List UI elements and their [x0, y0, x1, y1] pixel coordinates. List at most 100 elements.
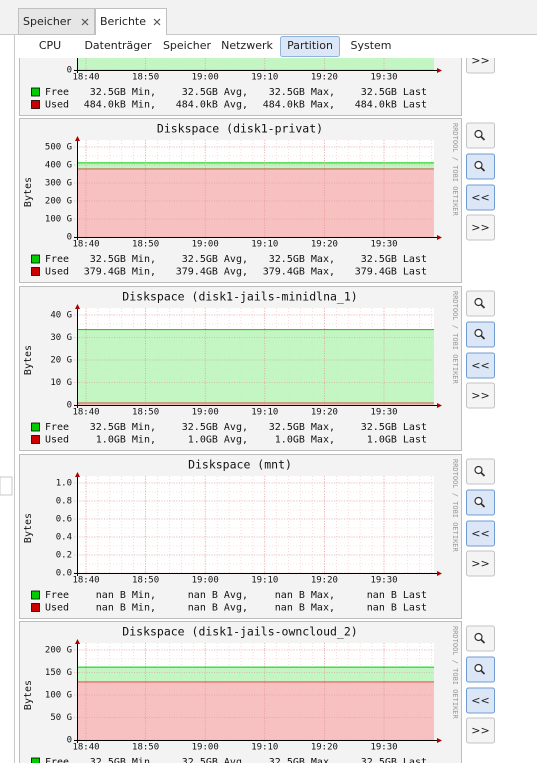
legend-entry: Free nan B Min, nan B Avg, nan B Max, nan B … [31, 590, 427, 601]
x-axis-arrow [437, 738, 442, 743]
subtab[interactable]: Netzwerk [221, 39, 273, 52]
x-tick-label: 19:20 [311, 73, 338, 83]
y-tick-label: 300 G [45, 179, 72, 189]
chart-panel: Diskspace (mnt) 0.0 0.2 0.4 0.6 0.8 1.0 18:40 18… [19, 454, 462, 619]
forward-button[interactable] [466, 717, 495, 744]
area-0 [77, 667, 434, 682]
legend-entry: Used 484.0kB Min, 484.0kB Avg, 484.0kB Max,… [31, 100, 427, 111]
tab[interactable]: Berichte [95, 8, 167, 36]
y-tick-label: 0.6 [56, 515, 72, 525]
nav-button-label: >> [471, 389, 489, 402]
legend-stat: 484.0kB Avg, [176, 100, 248, 111]
legend-swatch [31, 590, 40, 600]
x-axis-arrow [437, 68, 442, 73]
back-button[interactable] [466, 687, 495, 714]
x-tick-label: 19:30 [370, 240, 397, 250]
tab-background [95, 8, 167, 36]
x-tick-label: 18:50 [132, 73, 159, 83]
legend-stat: 32.5GB Min, [90, 87, 156, 98]
forward-button[interactable] [466, 214, 495, 241]
y-tick-label: 30 G [50, 333, 72, 343]
y-tick-label: 50 G [50, 713, 72, 723]
area-0 [77, 329, 434, 403]
y-tick-label: 0 [67, 736, 72, 746]
forward-button[interactable] [466, 48, 495, 74]
x-tick-label: 19:10 [251, 576, 278, 586]
subtab[interactable]: Partition [280, 36, 340, 57]
legend-label: Used [45, 267, 69, 278]
subtab-label: System [350, 39, 391, 52]
watermark: RRDTOOL / TOBI OETIKER [451, 459, 459, 553]
magnifier-icon [474, 297, 483, 307]
legend-stat: 32.5GB Last [361, 422, 427, 433]
forward-button[interactable] [466, 382, 495, 409]
legend-stat: 1.0GB Max, [275, 435, 335, 446]
magnifier-icon [474, 663, 483, 673]
forward-button[interactable] [466, 550, 495, 577]
x-tick-label: 18:50 [132, 576, 159, 586]
legend-label: Used [45, 435, 69, 446]
subtab[interactable]: CPU [39, 39, 61, 52]
magnifier-handle [480, 669, 486, 675]
plot-background [77, 476, 434, 573]
area-1 [77, 168, 434, 237]
nav-button-label: << [471, 694, 489, 707]
back-button[interactable] [466, 352, 495, 379]
x-axis-arrow [437, 235, 442, 240]
x-tick-label: 19:30 [370, 408, 397, 418]
tab-label: Speicher [23, 15, 72, 28]
y-tick-label: 0 [67, 233, 72, 243]
x-tick-label: 19:10 [251, 240, 278, 250]
y-tick-label: 400 G [45, 161, 72, 171]
subtab-list: CPU Datenträger Speicher Netzwerk Partition S… [39, 36, 392, 57]
legend-stat: 32.5GB Max, [269, 422, 335, 433]
tab-close[interactable] [81, 18, 89, 26]
legend-stat: 32.5GB Last [361, 757, 427, 763]
subtab[interactable]: Datenträger [84, 39, 152, 52]
tab-close[interactable] [153, 18, 161, 26]
legend-swatch [31, 422, 40, 432]
x-tick-label: 18:50 [132, 408, 159, 418]
legend-stat: 32.5GB Avg, [182, 422, 248, 433]
x-axis-arrow [437, 571, 442, 576]
left-panel-item [0, 476, 13, 496]
magnifier-handle [480, 638, 486, 644]
y-tick-label: 0.2 [56, 551, 72, 561]
chart-panel: Diskspace (disk1-jails-minidlna_1) 0 10 G 2… [19, 286, 462, 451]
chart-panel: Diskspace (disk1-privat) 0 100 G 200 G 300 G… [19, 118, 462, 283]
magnifier-handle [480, 166, 486, 172]
chart-title: Diskspace (disk1-privat) [157, 122, 323, 136]
x-axis-arrow [437, 403, 442, 408]
tab[interactable]: Speicher [18, 8, 95, 35]
legend-stat: 1.0GB Min, [96, 435, 156, 446]
subtab[interactable]: Speicher [163, 39, 212, 52]
legend-swatch [31, 87, 40, 97]
nav-button-label: << [471, 191, 489, 204]
x-tick-label: 18:40 [72, 240, 99, 250]
y-tick-label: 150 G [45, 668, 72, 678]
legend-stat: 484.0kB Min, [84, 100, 156, 111]
legend-label: Used [45, 603, 69, 614]
back-button[interactable] [466, 520, 495, 547]
legend-swatch [31, 100, 40, 109]
magnifier-handle [480, 471, 486, 477]
y-tick-label: 0.0 [56, 569, 72, 579]
x-tick-label: 19:30 [370, 73, 397, 83]
legend-stat: 32.5GB Min, [90, 757, 156, 763]
subtab[interactable]: System [350, 39, 391, 52]
subtab-active-bg [280, 36, 340, 57]
legend-label: Free [45, 590, 69, 601]
chart-title: Diskspace (disk1-jails-minidlna_1) [122, 290, 357, 304]
y-axis-label: Bytes [23, 177, 34, 207]
x-tick-label: 18:40 [72, 576, 99, 586]
chart-panel: Diskspace (disk1-jails-owncloud_2) 0 50 G 1… [19, 621, 462, 763]
y-tick-label: 500 G [45, 143, 72, 153]
chart-title: Diskspace (disk1-jails-owncloud_2) [122, 625, 357, 639]
legend-stat: 379.4GB Avg, [176, 267, 248, 278]
legend-stat: 32.5GB Max, [269, 254, 335, 265]
back-button[interactable] [466, 184, 495, 211]
y-axis-arrow [75, 639, 80, 644]
x-tick-label: 19:00 [192, 408, 219, 418]
legend-stat: nan B Max, [275, 603, 335, 614]
